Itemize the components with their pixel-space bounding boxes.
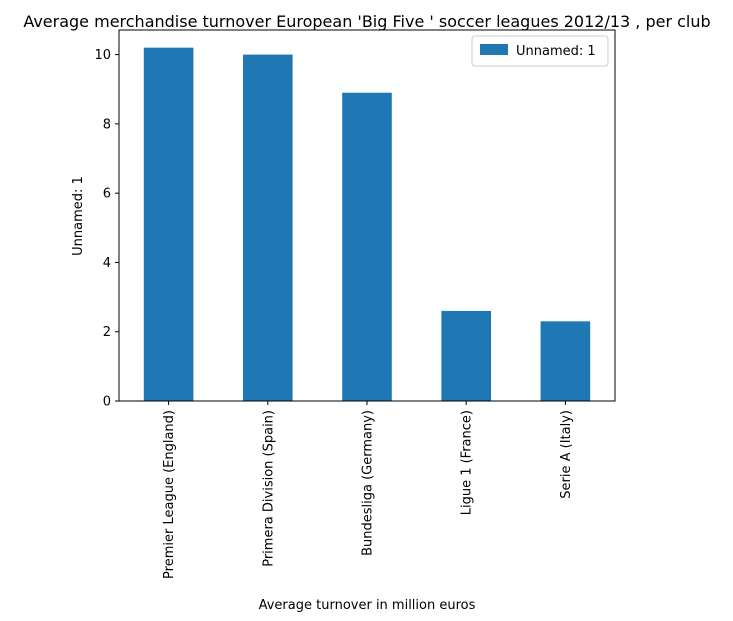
y-tick-label: 8 (103, 117, 111, 132)
y-axis-label: Unnamed: 1 (71, 176, 86, 256)
y-tick-label: 2 (103, 325, 111, 340)
x-tick-label: Bundesliga (Germany) (361, 410, 376, 556)
y-axis-ticks: 0 2 4 6 8 10 (94, 48, 119, 410)
y-tick-label: 0 (103, 395, 111, 410)
legend-frame (471, 35, 609, 67)
x-tick-label: Primera Division (Spain) (261, 410, 276, 567)
x-axis-ticks: Premier League (England) Primera Division… (162, 401, 574, 579)
plot-frame (118, 29, 616, 402)
legend-swatch (480, 44, 508, 55)
x-axis-label: Average turnover in million euros (259, 598, 476, 613)
y-tick-label: 4 (103, 256, 111, 271)
x-tick-label: Premier League (England) (162, 410, 177, 579)
legend-label: Unnamed: 1 (516, 44, 596, 59)
bar (143, 47, 194, 402)
x-tick-label: Ligue 1 (France) (460, 410, 475, 515)
x-tick-label: Serie A (Italy) (559, 410, 574, 499)
legend: Unnamed: 1 (471, 35, 609, 67)
chart-title: Average merchandise turnover European 'B… (23, 12, 710, 31)
y-tick-label: 10 (94, 48, 111, 63)
bar (243, 54, 293, 402)
y-tick-label: 6 (103, 187, 111, 202)
bar (342, 92, 392, 401)
bar (540, 321, 591, 401)
bars-group (143, 47, 591, 402)
bar (441, 310, 491, 401)
